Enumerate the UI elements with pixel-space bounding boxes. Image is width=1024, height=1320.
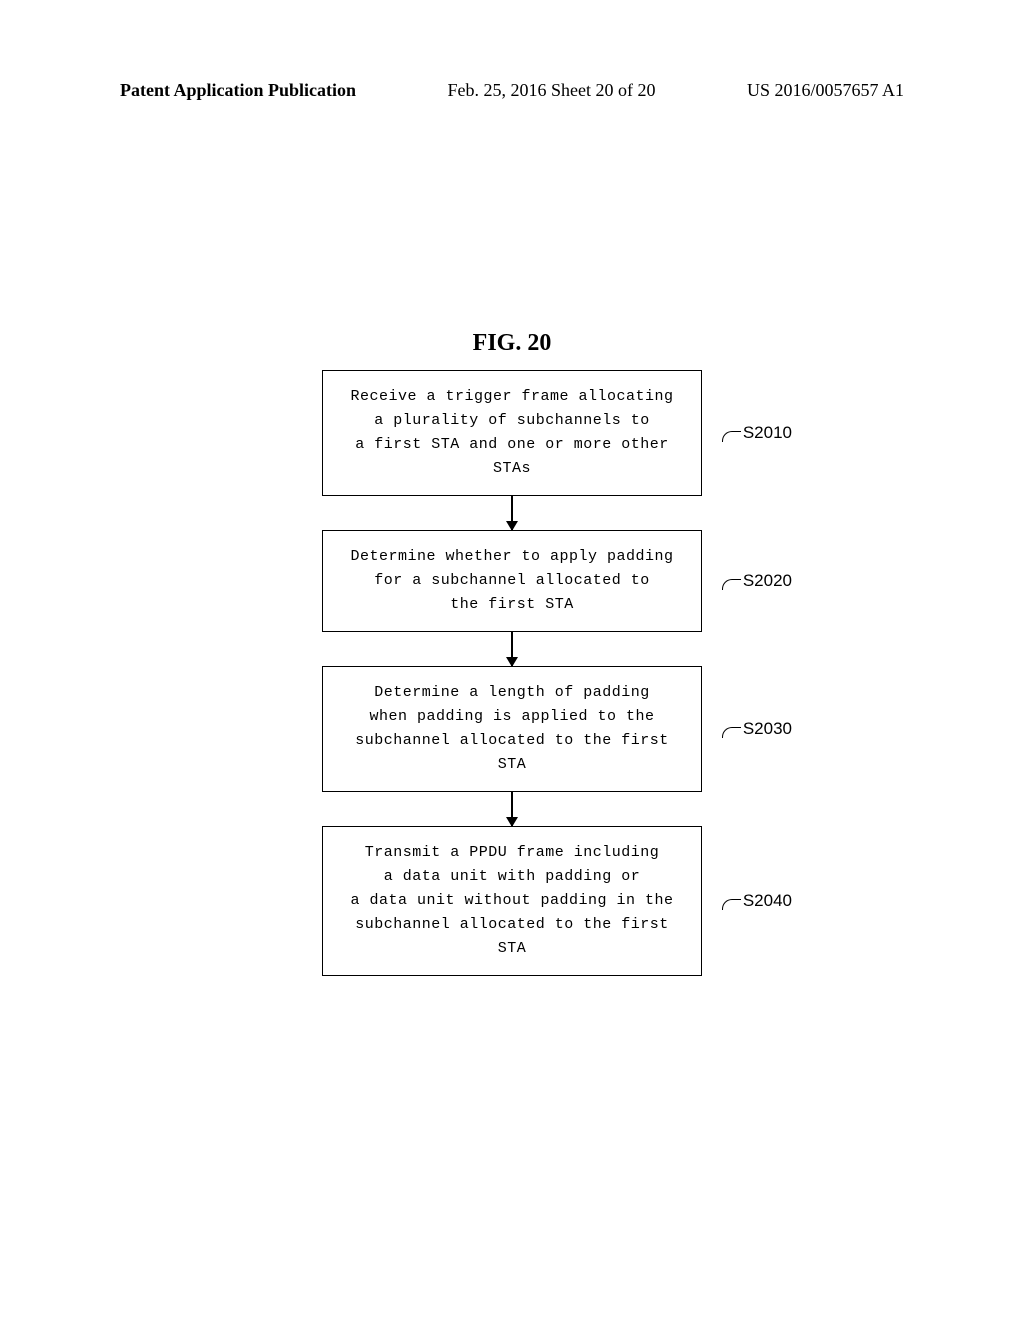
flow-box-1: Receive a trigger frame allocating a plu…	[322, 370, 702, 496]
arrow-icon	[511, 792, 513, 826]
ref-label: S2010	[743, 423, 792, 443]
ref-label: S2020	[743, 571, 792, 591]
flow-box-2: Determine whether to apply padding for a…	[322, 530, 702, 632]
flow-text: Transmit a PPDU frame including	[341, 841, 683, 865]
flow-text: subchannel allocated to the first STA	[341, 729, 683, 777]
flow-text: Receive a trigger frame allocating	[341, 385, 683, 409]
figure-title: FIG. 20	[0, 330, 1024, 357]
flow-step-2: Determine whether to apply padding for a…	[322, 530, 702, 632]
flowchart: Receive a trigger frame allocating a plu…	[0, 370, 1024, 976]
flow-text: a data unit without padding in the	[341, 889, 683, 913]
flow-text: subchannel allocated to the first STA	[341, 913, 683, 961]
flow-step-1: Receive a trigger frame allocating a plu…	[322, 370, 702, 496]
ref-label: S2030	[743, 719, 792, 739]
flow-text: for a subchannel allocated to	[341, 569, 683, 593]
flow-text: a plurality of subchannels to	[341, 409, 683, 433]
flow-text: a data unit with padding or	[341, 865, 683, 889]
arrow-icon	[511, 496, 513, 530]
header-publication: Patent Application Publication	[120, 80, 356, 101]
page-header: Patent Application Publication Feb. 25, …	[0, 80, 1024, 101]
step-reference-4: S2040	[722, 891, 792, 911]
flow-text: when padding is applied to the	[341, 705, 683, 729]
header-patent-number: US 2016/0057657 A1	[747, 80, 904, 101]
flow-box-3: Determine a length of padding when paddi…	[322, 666, 702, 792]
flow-text: Determine whether to apply padding	[341, 545, 683, 569]
step-reference-2: S2020	[722, 571, 792, 591]
flow-step-4: Transmit a PPDU frame including a data u…	[322, 826, 702, 976]
step-reference-1: S2010	[722, 423, 792, 443]
arrow-icon	[511, 632, 513, 666]
flow-text: the first STA	[341, 593, 683, 617]
header-date-sheet: Feb. 25, 2016 Sheet 20 of 20	[448, 80, 656, 101]
step-reference-3: S2030	[722, 719, 792, 739]
flow-box-4: Transmit a PPDU frame including a data u…	[322, 826, 702, 976]
flow-step-3: Determine a length of padding when paddi…	[322, 666, 702, 792]
ref-label: S2040	[743, 891, 792, 911]
flow-text: Determine a length of padding	[341, 681, 683, 705]
flow-text: a first STA and one or more other STAs	[341, 433, 683, 481]
